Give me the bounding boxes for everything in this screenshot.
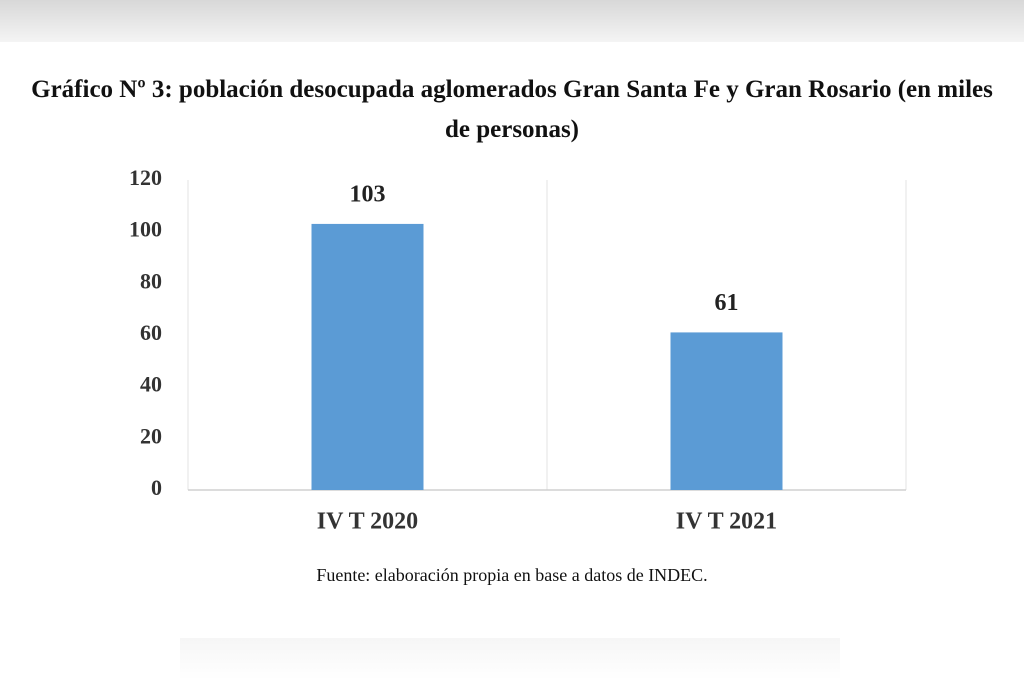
value-label: 61	[715, 290, 739, 316]
y-tick-label: 60	[140, 320, 162, 345]
y-tick-label: 20	[140, 423, 162, 448]
x-tick-label: IV T 2020	[317, 509, 418, 535]
bar	[670, 332, 783, 490]
source-note: Fuente: elaboración propia en base a dat…	[316, 565, 707, 585]
x-tick-label: IV T 2021	[676, 509, 777, 535]
y-tick-label: 40	[140, 372, 162, 397]
bar	[311, 223, 424, 490]
top-band	[0, 0, 1024, 42]
y-tick-label: 120	[129, 165, 162, 190]
y-tick-label: 100	[129, 217, 162, 242]
chart-title: Gráfico Nº 3: población desocupada aglom…	[31, 76, 993, 143]
bottom-band	[180, 638, 840, 680]
y-tick-label: 80	[140, 268, 162, 293]
y-tick-label: 0	[151, 475, 162, 500]
value-label: 103	[350, 181, 386, 207]
